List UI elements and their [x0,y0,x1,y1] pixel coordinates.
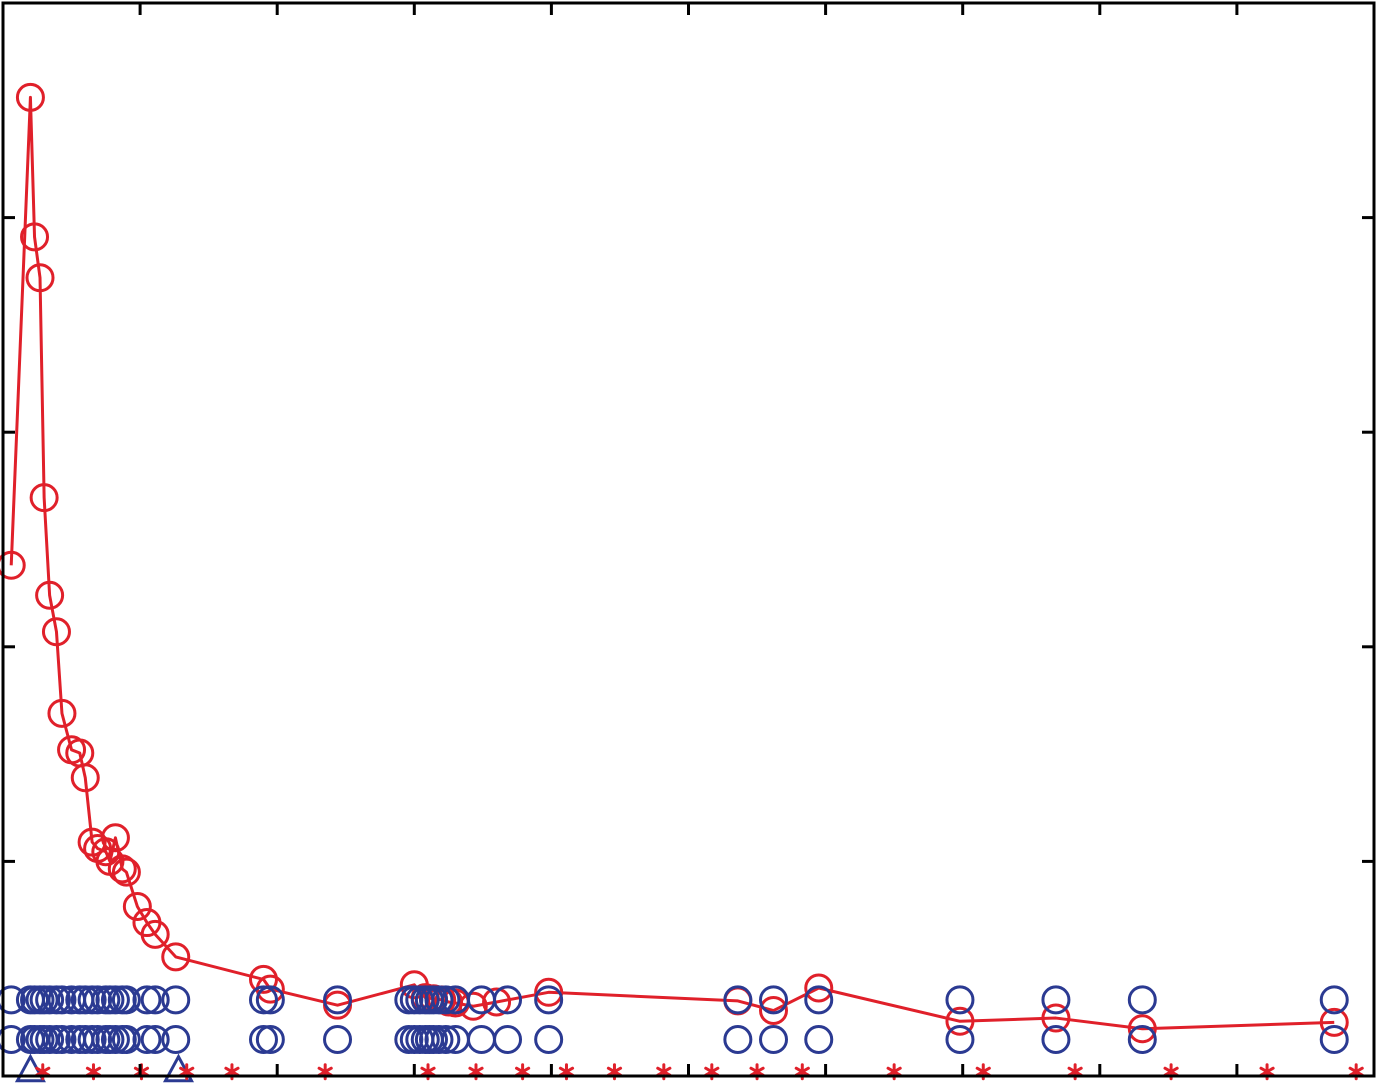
series-1-point-80 [759,1025,789,1055]
series-1-point-38 [804,985,834,1015]
series-1-point-79 [723,1025,753,1055]
series-1-point-42 [1319,985,1349,1015]
series-0-point-35 [759,996,789,1026]
series-0-point-36 [804,973,834,1003]
series-1-point-73 [424,1025,454,1055]
series-0-point-7 [47,698,77,728]
series-0-point-10 [70,763,100,793]
series-0-point-32 [482,987,512,1017]
series-1-point-39 [945,985,975,1015]
series-0-point-33 [534,977,564,1007]
series-1-point-19 [140,985,170,1015]
series-1-point-23 [323,985,353,1015]
series-0-point-18 [122,891,152,921]
series-1-point-21 [248,985,278,1015]
series-0-point-2 [20,222,50,252]
series-0-point-40 [1319,1007,1349,1037]
series-1-point-60 [111,1025,141,1055]
series-0-point-17 [111,857,141,887]
series-1-point-50 [47,1025,77,1055]
series-0-line [9,95,1335,1031]
series-1-point-33 [466,985,496,1015]
series-0-point-6 [41,617,71,647]
series-0-point-1 [15,82,45,112]
series-1-point-41 [1127,985,1157,1015]
series-0-point-39 [1127,1014,1157,1044]
series-1-point-77 [493,1025,523,1055]
series-1-point-48 [35,1025,65,1055]
series-1-point-31 [431,985,461,1015]
series-0-point-21 [161,942,191,972]
series-1-point-5 [35,985,65,1015]
series-1-point-84 [1127,1025,1157,1055]
series-0-point-22 [248,964,278,994]
series-layer [0,82,1364,1083]
series-1-point-30 [424,985,454,1015]
series-0-point-31 [458,991,488,1021]
series-1-point-34 [493,985,523,1015]
series-1-point-83 [1041,1025,1071,1055]
series-1-point-58 [100,1025,130,1055]
series-1-point-20 [161,985,191,1015]
series-1-point-17 [111,985,141,1015]
series-1-point-81 [804,1025,834,1055]
series-1-point-15 [100,985,130,1015]
series-0-point-0 [0,550,26,580]
series-1-point-36 [723,985,753,1015]
series-0-point-20 [140,919,170,949]
series-2-point-1 [162,1053,195,1083]
series-1-point-78 [534,1025,564,1055]
series-0-point-3 [25,263,55,293]
series-1-point-82 [945,1025,975,1055]
series-1-point-37 [759,985,789,1015]
series-1-point-22 [255,985,285,1015]
series-1-point-85 [1319,1025,1349,1055]
series-1-point-62 [140,1025,170,1055]
series-1-point-65 [255,1025,285,1055]
series-0-point-15 [100,823,130,853]
series-1-point-76 [466,1025,496,1055]
series-0-point-4 [29,483,59,513]
series-1-point-66 [323,1025,353,1055]
series-0-point-5 [35,580,65,610]
series-0-point-38 [1041,1003,1071,1033]
series-1-point-40 [1041,985,1071,1015]
series-1-point-0 [0,985,26,1015]
series-1-point-63 [161,1025,191,1055]
series-0-point-16 [107,854,137,884]
series-1-point-7 [47,985,77,1015]
series-1-point-43 [0,1025,26,1055]
series-1-point-35 [534,985,564,1015]
series-0-point-37 [945,1006,975,1036]
series-1-point-18 [132,985,162,1015]
series-1-point-74 [431,1025,461,1055]
series-1-point-64 [248,1025,278,1055]
series-1-point-61 [132,1025,162,1055]
